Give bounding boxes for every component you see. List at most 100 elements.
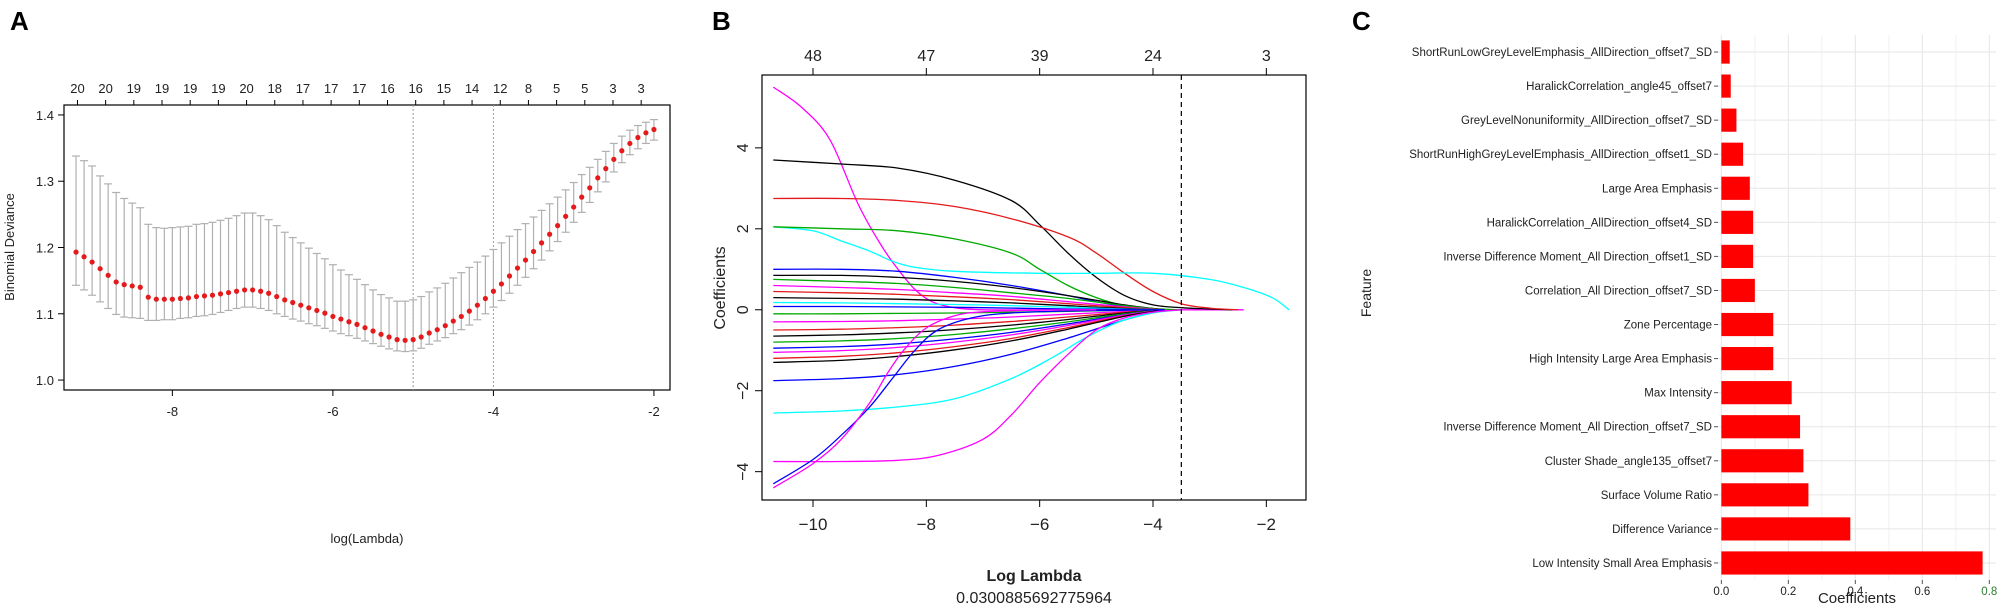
deviance-point bbox=[490, 288, 497, 294]
deviance-point bbox=[137, 284, 143, 290]
top-tick-label: 24 bbox=[1144, 48, 1162, 65]
deviance-point bbox=[522, 257, 529, 263]
deviance-point bbox=[619, 148, 625, 154]
y-tick-label: 1.1 bbox=[36, 307, 54, 322]
x-tick-label: −10 bbox=[799, 515, 828, 534]
deviance-point bbox=[587, 185, 593, 191]
deviance-point bbox=[394, 337, 400, 343]
feature-label: Inverse Difference Moment_All Direction_… bbox=[1443, 422, 1712, 434]
top-tick-label: 5 bbox=[581, 81, 588, 96]
deviance-point bbox=[450, 318, 456, 324]
deviance-point bbox=[418, 334, 424, 340]
coefficient-path-p17 bbox=[773, 309, 1165, 337]
top-tick-label: 19 bbox=[211, 81, 225, 96]
feature-bar bbox=[1721, 517, 1851, 541]
coefficient-path-p25 bbox=[773, 309, 1182, 463]
coefficient-path-p8 bbox=[773, 278, 1165, 311]
deviance-point bbox=[274, 293, 280, 300]
deviance-point bbox=[330, 313, 336, 320]
top-tick-label: 18 bbox=[268, 81, 282, 96]
deviance-point bbox=[458, 313, 464, 320]
x-tick-label: -4 bbox=[488, 404, 500, 419]
feature-bar bbox=[1721, 347, 1774, 371]
top-tick-label: 19 bbox=[183, 81, 197, 96]
deviance-point bbox=[643, 130, 649, 136]
deviance-point bbox=[121, 282, 127, 288]
feature-label: ShortRunHighGreyLevelEmphasis_AllDirecti… bbox=[1409, 149, 1712, 161]
plot-frame bbox=[63, 104, 671, 391]
deviance-point bbox=[153, 296, 159, 302]
top-tick-label: 3 bbox=[638, 81, 645, 96]
x-tick-label: -6 bbox=[327, 404, 339, 419]
feature-label: Zone Percentage bbox=[1624, 320, 1712, 332]
deviance-point bbox=[362, 325, 368, 331]
feature-axes: ShortRunLowGreyLevelEmphasis_AllDirectio… bbox=[1409, 47, 1997, 598]
panel-label-c: C bbox=[1352, 6, 1371, 36]
deviance-point bbox=[482, 295, 488, 302]
cv-deviance-chart: -8 -6 -4 -2 1.0 1.1 1.2 1.3 1.4 20 20 19 19 19 19 20 18 1… bbox=[2, 81, 671, 546]
deviance-point bbox=[201, 293, 208, 299]
x-tick-label: -2 bbox=[648, 404, 660, 419]
cv-deviance-axes: -8 -6 -4 -2 1.0 1.1 1.2 1.3 1.4 20 20 19 19 19 19 20 18 1… bbox=[36, 81, 660, 419]
top-tick-label: 20 bbox=[239, 81, 253, 96]
y-axis-title: Binomial Deviance bbox=[2, 193, 17, 301]
deviance-point bbox=[603, 166, 609, 172]
feature-label: Surface Volume Ratio bbox=[1601, 490, 1712, 502]
x-tick-label: 0.8 bbox=[1981, 586, 1997, 598]
x-tick-label: −6 bbox=[1030, 515, 1049, 534]
x-tick-label: −2 bbox=[1257, 515, 1276, 534]
deviance-point bbox=[105, 272, 111, 278]
deviance-point bbox=[225, 289, 232, 296]
deviance-point bbox=[266, 290, 272, 296]
lambda-value: 0.0300885692775964 bbox=[956, 590, 1112, 607]
top-tick-label: 8 bbox=[525, 81, 532, 96]
feature-label: High Intensity Large Area Emphasis bbox=[1529, 354, 1712, 366]
top-tick-label: 19 bbox=[127, 81, 141, 96]
deviance-point bbox=[209, 292, 216, 298]
feature-label: HaralickCorrelation_angle45_offset7 bbox=[1526, 81, 1712, 93]
feature-label: Inverse Difference Moment_All Direction_… bbox=[1443, 251, 1712, 263]
feature-bar bbox=[1721, 312, 1774, 337]
feature-bar bbox=[1721, 210, 1754, 234]
deviance-point bbox=[250, 287, 256, 293]
deviance-point bbox=[322, 310, 328, 316]
deviance-point bbox=[498, 281, 505, 287]
deviance-point bbox=[290, 299, 296, 306]
feature-bar bbox=[1721, 176, 1750, 200]
deviance-point bbox=[530, 248, 537, 255]
y-axis-title: Feature bbox=[1358, 269, 1374, 317]
y-tick-label: −2 bbox=[735, 381, 752, 399]
deviance-point bbox=[410, 337, 416, 343]
y-axis-title: Coefficients bbox=[712, 246, 729, 329]
x-tick-label: −8 bbox=[917, 515, 936, 534]
feature-bar bbox=[1721, 142, 1744, 166]
top-tick-label: 20 bbox=[70, 81, 84, 96]
deviance-point bbox=[442, 323, 448, 329]
coefficient-paths-marks bbox=[772, 75, 1290, 500]
deviance-point bbox=[233, 288, 240, 294]
feature-bar bbox=[1721, 278, 1755, 303]
feature-bars bbox=[1721, 40, 1983, 575]
x-tick-label: -8 bbox=[167, 404, 179, 419]
x-tick-label: 0.4 bbox=[1847, 586, 1864, 598]
deviance-point bbox=[177, 295, 183, 302]
top-tick-label: 17 bbox=[324, 81, 338, 96]
deviance-point bbox=[514, 265, 521, 271]
deviance-point bbox=[466, 308, 472, 314]
deviance-point bbox=[611, 156, 617, 162]
feature-bar bbox=[1721, 381, 1792, 405]
feature-label: Difference Variance bbox=[1612, 524, 1712, 536]
feature-coefficient-chart: ShortRunLowGreyLevelEmphasis_AllDirectio… bbox=[1358, 35, 1997, 607]
feature-bar bbox=[1721, 40, 1730, 64]
deviance-point bbox=[651, 126, 657, 133]
x-axis-title: log(Lambda) bbox=[331, 531, 404, 546]
y-tick-label: 1.0 bbox=[36, 373, 54, 388]
panel-label-a: A bbox=[10, 6, 29, 36]
deviance-point bbox=[346, 319, 352, 325]
deviance-point bbox=[185, 295, 192, 301]
deviance-point bbox=[241, 287, 248, 293]
y-tick-label: 1.3 bbox=[36, 174, 54, 189]
